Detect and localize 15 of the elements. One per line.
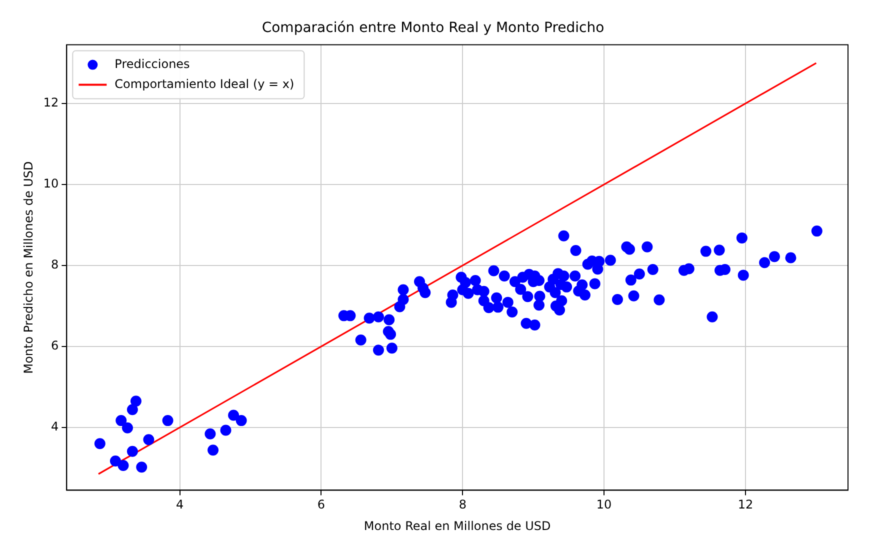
x-tick-label: 12 [738,498,754,512]
x-tick-label: 4 [176,498,184,512]
x-axis-title: Monto Real en Millones de USD [364,518,551,533]
y-tick-label: 6 [51,338,59,353]
legend-label: Predicciones [114,56,190,71]
y-tick-label: 8 [51,258,59,272]
y-axis-title: Monto Predicho en Millones de USD [21,161,36,374]
x-tick-label: 6 [317,498,326,512]
x-tick-label: 10 [596,498,612,512]
x-tick-label: 8 [458,498,466,512]
y-tick-label: 10 [43,176,59,191]
y-tick-label: 12 [43,96,59,110]
chart-title: Comparación entre Monto Real y Monto Predicho [262,20,604,36]
legend-label: Comportamiento Ideal (y = x) [114,76,294,91]
y-tick-label: 4 [51,420,59,434]
